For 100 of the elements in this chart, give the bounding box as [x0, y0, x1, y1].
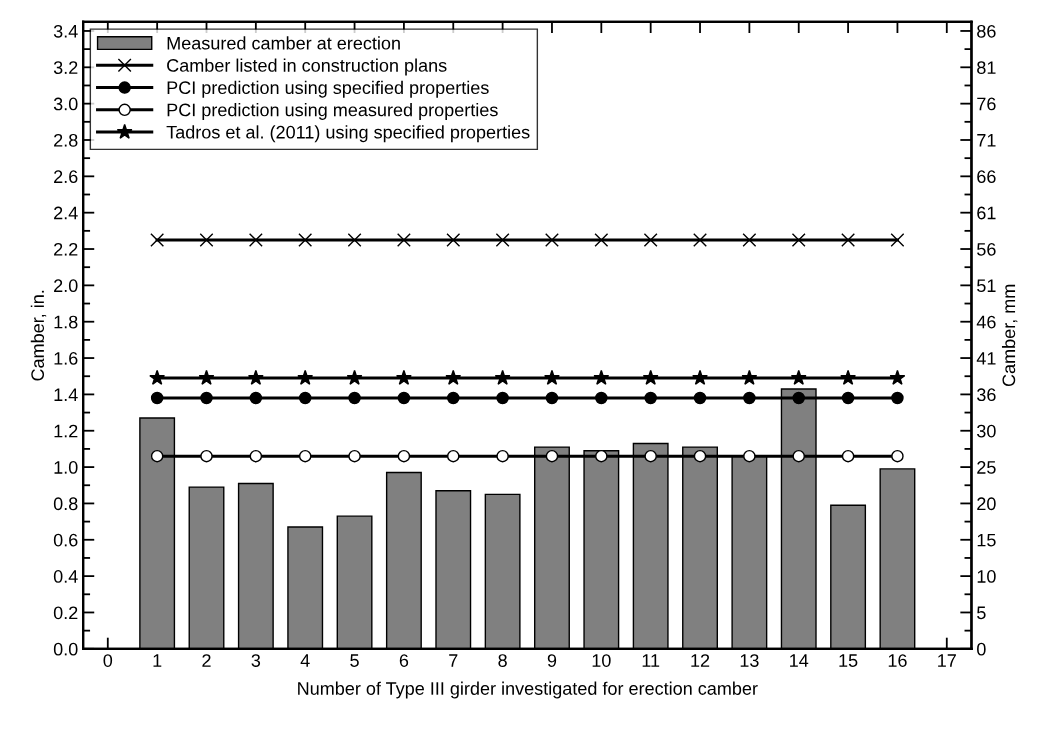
- x-axis-title: Number of Type III girder investigated for erection camber: [298, 681, 758, 699]
- x-tick-label: 3: [251, 654, 261, 667]
- point: [743, 449, 756, 463]
- point: [396, 232, 411, 247]
- x-tick-label: 5: [350, 654, 359, 667]
- y-axis-title: Camber, in.: [30, 290, 47, 381]
- y2-tick-label: 10: [977, 570, 996, 583]
- y-tick-label: 1.2: [54, 424, 78, 438]
- y-tick-label: 3.4: [53, 24, 78, 38]
- y-tick-label: 1.4: [54, 388, 78, 401]
- y-tick-label: 0.0: [53, 642, 78, 656]
- point: [545, 391, 559, 405]
- y2-tick-label: 61: [977, 206, 996, 220]
- point: [693, 232, 707, 247]
- point: [248, 232, 263, 247]
- y2-axis-title: Camber, mm: [1001, 284, 1018, 387]
- y-tick-label: 0.8: [53, 497, 78, 511]
- x-tick-label: 15: [839, 654, 858, 667]
- y-tick-label: 2.6: [54, 170, 78, 184]
- y2-tick-label: 46: [976, 315, 996, 329]
- point: [889, 369, 906, 385]
- y2-tick-label: 86: [977, 24, 996, 38]
- point: [445, 369, 462, 385]
- point: [593, 369, 610, 385]
- point: [446, 232, 461, 247]
- point: [792, 391, 805, 405]
- y-tick-label: 2.2: [54, 242, 78, 256]
- y2-tick-label: 15: [977, 533, 996, 547]
- point: [741, 369, 758, 385]
- point: [249, 449, 263, 463]
- x-tick-label: 6: [399, 654, 409, 667]
- x-tick-label: 2: [202, 654, 211, 667]
- y-tick-label: 1.0: [54, 461, 78, 474]
- point: [496, 391, 509, 405]
- point: [595, 449, 608, 463]
- legend-label: PCI prediction using measured properties: [167, 103, 498, 120]
- point: [742, 232, 757, 247]
- y2-tick-label: 36: [977, 388, 996, 402]
- point: [150, 391, 164, 405]
- point: [545, 449, 559, 463]
- point: [495, 232, 510, 247]
- point: [298, 232, 313, 247]
- point: [298, 391, 312, 405]
- point: [198, 369, 215, 385]
- point: [841, 391, 855, 405]
- y-tick-label: 1.6: [54, 351, 78, 365]
- point: [346, 369, 363, 385]
- x-tick-label: 16: [888, 654, 907, 667]
- y-tick-label: 1.8: [54, 315, 78, 329]
- point: [199, 232, 214, 247]
- point: [447, 449, 460, 463]
- x-tick-label: 8: [498, 654, 507, 667]
- point: [692, 369, 708, 385]
- point: [891, 391, 904, 405]
- y2-tick-label: 0: [977, 642, 986, 656]
- y-tick-label: 2.4: [54, 206, 78, 220]
- y-tick-label: 2.8: [54, 133, 78, 147]
- point: [397, 391, 411, 405]
- point: [644, 449, 657, 463]
- point: [200, 391, 213, 405]
- point: [348, 391, 361, 405]
- point: [494, 369, 511, 385]
- point: [545, 232, 559, 247]
- y2-tick-label: 5: [977, 606, 986, 620]
- point: [594, 232, 609, 247]
- y-tick-label: 0.2: [53, 606, 78, 620]
- x-tick-label: 9: [547, 654, 557, 667]
- point: [891, 449, 904, 463]
- x-tick-label: 1: [153, 654, 162, 667]
- point: [297, 369, 314, 385]
- y-tick-label: 0.6: [53, 533, 78, 547]
- x-tick-label: 10: [592, 654, 611, 667]
- y2-tick-label: 25: [977, 461, 996, 474]
- point: [791, 232, 806, 247]
- x-tick-label: 17: [938, 654, 956, 667]
- point: [496, 449, 509, 463]
- point: [841, 449, 855, 463]
- y2-tick-label: 66: [977, 170, 996, 184]
- y-tick-label: 0.4: [53, 570, 78, 583]
- point: [642, 369, 659, 385]
- x-tick-label: 14: [790, 654, 809, 667]
- y2-tick-label: 30: [977, 424, 996, 438]
- y2-tick-label: 76: [977, 97, 996, 111]
- point: [149, 369, 166, 385]
- x-tick-label: 4: [300, 654, 310, 667]
- y2-tick-label: 81: [977, 61, 996, 75]
- point: [150, 232, 165, 247]
- legend-label: Measured camber at erection: [167, 36, 400, 50]
- point: [743, 391, 756, 405]
- y2-tick-label: 51: [977, 279, 996, 293]
- x-tick-label: 0: [103, 654, 113, 667]
- point: [447, 391, 460, 405]
- point: [150, 449, 164, 463]
- y-tick-label: 3.0: [53, 97, 78, 111]
- point: [348, 449, 361, 463]
- y2-tick-label: 56: [977, 242, 996, 256]
- point: [790, 369, 807, 385]
- y2-tick-label: 20: [977, 497, 996, 511]
- point: [841, 232, 856, 247]
- point: [544, 369, 560, 385]
